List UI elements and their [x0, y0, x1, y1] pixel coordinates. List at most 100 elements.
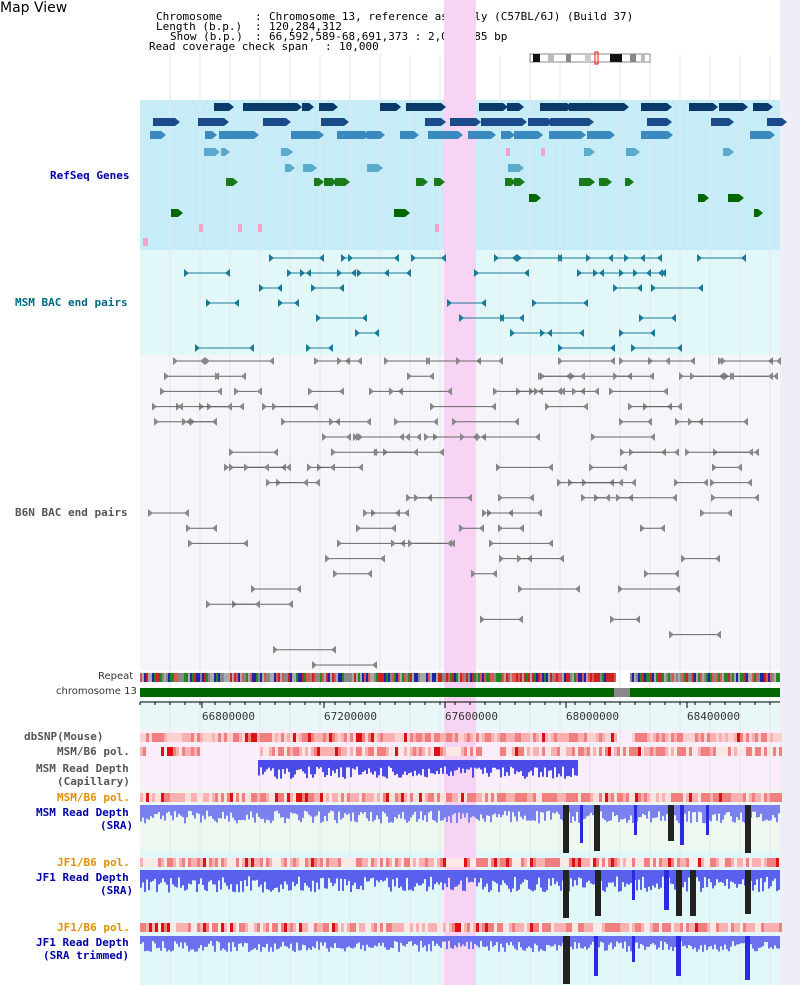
b6n-bac-end [619, 417, 624, 426]
read-depth-bar [292, 805, 294, 814]
pol-mark [689, 858, 692, 867]
read-depth-bar [728, 805, 730, 813]
pol-mark [449, 793, 452, 802]
read-depth-bar [288, 760, 290, 772]
pol-mark [743, 733, 746, 742]
read-depth-bar [776, 936, 778, 949]
refseq-gene [303, 164, 312, 172]
repeat-mark [392, 673, 394, 682]
b6n-bac-end [479, 524, 484, 533]
repeat-mark [520, 673, 522, 682]
pol-mark [632, 747, 635, 756]
read-depth-bar [200, 870, 202, 879]
read-depth-bar [610, 936, 612, 943]
read-depth-bar [272, 870, 274, 891]
pol-mark [500, 923, 503, 932]
read-depth-bar [236, 870, 238, 885]
read-depth-spike [680, 805, 684, 845]
pol-mark [347, 923, 350, 932]
pol-mark [449, 858, 452, 867]
read-depth-bar [240, 870, 242, 882]
read-depth-bar [352, 936, 354, 949]
pol-mark [383, 858, 386, 867]
read-depth-bar [330, 805, 332, 811]
read-depth-bar [506, 870, 508, 886]
read-depth-bar [374, 870, 376, 887]
read-depth-bar [512, 805, 514, 813]
track-label-msm-b6-pol-1[interactable]: MSM/B6 pol. [57, 745, 130, 758]
pol-mark [158, 733, 161, 742]
pol-mark [668, 793, 671, 802]
refseq-gene [507, 103, 516, 111]
pol-mark [470, 793, 473, 802]
pol-mark [293, 858, 296, 867]
pol-mark [503, 858, 506, 867]
repeat-mark [688, 673, 690, 682]
track-label-msm-bac[interactable]: MSM BAC end pairs [15, 296, 128, 309]
refseq-gene-arrow [423, 178, 428, 186]
pol-mark [218, 793, 221, 802]
track-label-jf1-b6-pol-1[interactable]: JF1/B6 pol. [57, 856, 130, 869]
track-label-refseq[interactable]: RefSeq Genes [50, 169, 130, 182]
pol-mark [365, 747, 368, 756]
refseq-gene-arrow [511, 178, 516, 186]
refseq-gene [645, 131, 656, 139]
pol-mark [422, 923, 425, 932]
read-depth-bar [532, 760, 534, 776]
pol-mark [389, 858, 392, 867]
read-depth-bar [674, 936, 676, 948]
refseq-gene [367, 164, 378, 172]
pol-mark [221, 858, 224, 867]
read-depth-bar [344, 760, 346, 779]
read-depth-bar [454, 760, 456, 771]
read-depth-bar [446, 870, 448, 888]
read-depth-bar [146, 936, 148, 951]
track-label-msm-depth-sra-1[interactable]: MSM Read Depth [36, 806, 129, 819]
pol-mark [497, 858, 500, 867]
refseq-gene [599, 178, 607, 186]
read-depth-bar [592, 805, 594, 816]
repeat-mark [524, 673, 526, 682]
pol-mark [167, 858, 170, 867]
refseq-gene-arrow [743, 103, 748, 111]
refseq-gene [360, 131, 364, 139]
msm-bac-end [741, 254, 746, 262]
track-label-jf1-b6-pol-2[interactable]: JF1/B6 pol. [57, 921, 130, 934]
msm-bac-end [300, 269, 305, 277]
pol-mark [542, 793, 545, 802]
repeat-mark [444, 673, 446, 682]
track-label-dbsnp[interactable]: dbSNP(Mouse) [24, 730, 104, 743]
track-label-b6n-bac[interactable]: B6N BAC end pairs [15, 506, 128, 519]
read-depth-bar [318, 805, 320, 812]
pol-mark [332, 793, 335, 802]
track-label-msm-depth-cap-1[interactable]: MSM Read Depth [36, 762, 129, 775]
pol-mark [644, 923, 647, 932]
track-label-jf1-depth-trim-1[interactable]: JF1 Read Depth [36, 936, 129, 949]
read-depth-bar [352, 870, 354, 886]
msm-bac-end [225, 269, 230, 277]
refseq-gene-arrow [610, 131, 615, 139]
read-depth-bar [778, 936, 780, 949]
b6n-bac-end [674, 569, 679, 578]
pol-mark [707, 793, 710, 802]
repeat-mark [472, 673, 474, 682]
b6n-bac-end [426, 357, 431, 365]
read-depth-bar [654, 870, 656, 888]
track-label-jf1-depth-sra-1[interactable]: JF1 Read Depth [36, 871, 129, 884]
b6n-bac-end [178, 402, 183, 411]
read-depth-bar [498, 760, 500, 770]
pol-mark [329, 733, 332, 742]
track-label-msm-b6-pol-2[interactable]: MSM/B6 pol. [57, 791, 130, 804]
read-depth-bar [152, 936, 154, 941]
read-depth-bar [290, 805, 292, 813]
repeat-mark [238, 673, 240, 682]
read-depth-bar [690, 805, 692, 823]
refseq-gene [581, 178, 590, 186]
pol-mark [440, 793, 443, 802]
read-depth-bar [164, 936, 166, 948]
b6n-bac-end [394, 417, 399, 426]
pol-mark [215, 858, 218, 867]
read-depth-bar [268, 936, 270, 952]
read-depth-bar [544, 870, 546, 893]
